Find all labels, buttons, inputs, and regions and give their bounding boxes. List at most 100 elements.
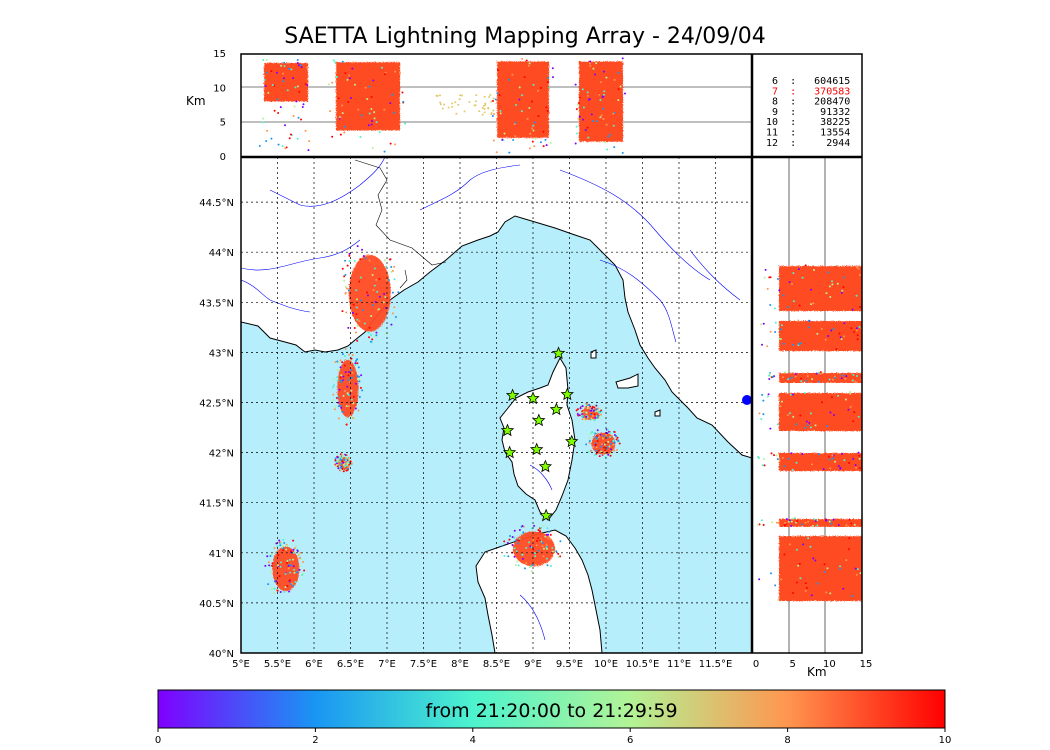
flash-point <box>531 140 534 143</box>
flash-point <box>535 544 538 547</box>
flash-point <box>847 408 850 411</box>
flash-point <box>503 554 506 557</box>
flash-point <box>501 544 504 547</box>
flash-point <box>394 316 397 319</box>
flash-point <box>593 431 596 434</box>
flash-point <box>439 103 442 106</box>
flash-point <box>285 544 288 547</box>
flash-point <box>593 406 596 409</box>
flash-point <box>286 584 289 587</box>
flash-point <box>609 448 612 451</box>
flash-point <box>795 548 798 551</box>
flash-point <box>391 312 394 315</box>
flash-point <box>345 459 348 462</box>
flash-point <box>544 138 547 141</box>
flash-point <box>353 83 356 86</box>
sardinia-island <box>475 529 603 653</box>
flash-point <box>766 345 769 348</box>
flash-point <box>779 405 782 408</box>
flash-point <box>343 279 346 282</box>
flash-point <box>851 308 854 311</box>
flash-point <box>527 541 530 544</box>
flash-point <box>356 362 359 365</box>
flash-point <box>283 61 286 64</box>
flash-point <box>483 111 486 114</box>
flash-point <box>852 457 855 460</box>
flash-point <box>513 536 516 539</box>
flash-point <box>273 109 276 112</box>
flash-point <box>281 545 284 548</box>
flash-point <box>348 259 351 262</box>
flash-point <box>271 562 274 565</box>
height-column <box>335 61 399 130</box>
flash-point <box>557 552 560 555</box>
flash-point <box>391 93 394 96</box>
flash-point <box>792 415 795 418</box>
flash-point <box>828 285 831 288</box>
flash-point <box>292 565 295 568</box>
station-marker <box>505 388 520 402</box>
flash-point <box>375 121 378 124</box>
flash-point <box>540 540 543 543</box>
flash-point <box>354 382 357 385</box>
flash-point <box>343 454 346 457</box>
flash-point <box>491 99 494 102</box>
height-band <box>778 452 862 470</box>
flash-point <box>589 413 592 416</box>
flash-point <box>455 112 458 115</box>
flash-point <box>298 553 301 556</box>
flash-point <box>612 443 615 446</box>
flash-point <box>298 64 301 67</box>
flash-point <box>517 564 520 567</box>
flash-point <box>831 378 834 381</box>
flash-point <box>758 578 761 581</box>
station-marker <box>500 423 515 437</box>
flash-point <box>357 108 360 111</box>
flash-point <box>304 83 307 86</box>
flash-point <box>579 407 582 410</box>
flash-point <box>283 590 286 593</box>
flash-point <box>339 376 342 379</box>
flash-point <box>774 584 777 587</box>
flash-point <box>762 322 765 325</box>
flash-point <box>804 391 807 394</box>
flash-point <box>832 457 835 460</box>
flash-point <box>383 259 386 262</box>
flash-point <box>586 91 589 94</box>
flash-point <box>819 372 822 375</box>
flash-point <box>283 124 286 127</box>
flash-point <box>335 463 338 466</box>
flash-point <box>578 414 581 417</box>
station-marker <box>565 434 579 448</box>
flash-point <box>342 394 345 397</box>
flash-point <box>513 555 516 558</box>
flash-point <box>484 102 487 105</box>
flash-point <box>518 539 521 542</box>
flash-point <box>514 539 517 542</box>
flash-point <box>332 399 335 402</box>
flash-point <box>810 303 813 306</box>
flash-point <box>347 394 350 397</box>
flash-point <box>832 413 835 416</box>
flash-point <box>597 407 600 410</box>
station-marker <box>560 387 574 401</box>
flash-point <box>609 442 612 445</box>
flash-point <box>823 570 826 573</box>
flash-point <box>854 380 857 383</box>
flash-point <box>592 67 595 70</box>
flash-point <box>292 558 295 561</box>
flash-point <box>825 518 828 521</box>
flash-point <box>843 459 846 462</box>
flash-point <box>574 83 577 86</box>
flash-point <box>483 107 486 110</box>
flash-point <box>787 457 790 460</box>
flash-point <box>598 455 601 458</box>
flash-point <box>285 548 288 551</box>
flash-point <box>849 405 852 408</box>
flash-point <box>343 125 346 128</box>
flash-point <box>807 537 810 540</box>
flash-point <box>508 151 511 154</box>
flash-point <box>784 371 787 374</box>
flash-point <box>344 273 347 276</box>
flash-point <box>361 248 364 251</box>
